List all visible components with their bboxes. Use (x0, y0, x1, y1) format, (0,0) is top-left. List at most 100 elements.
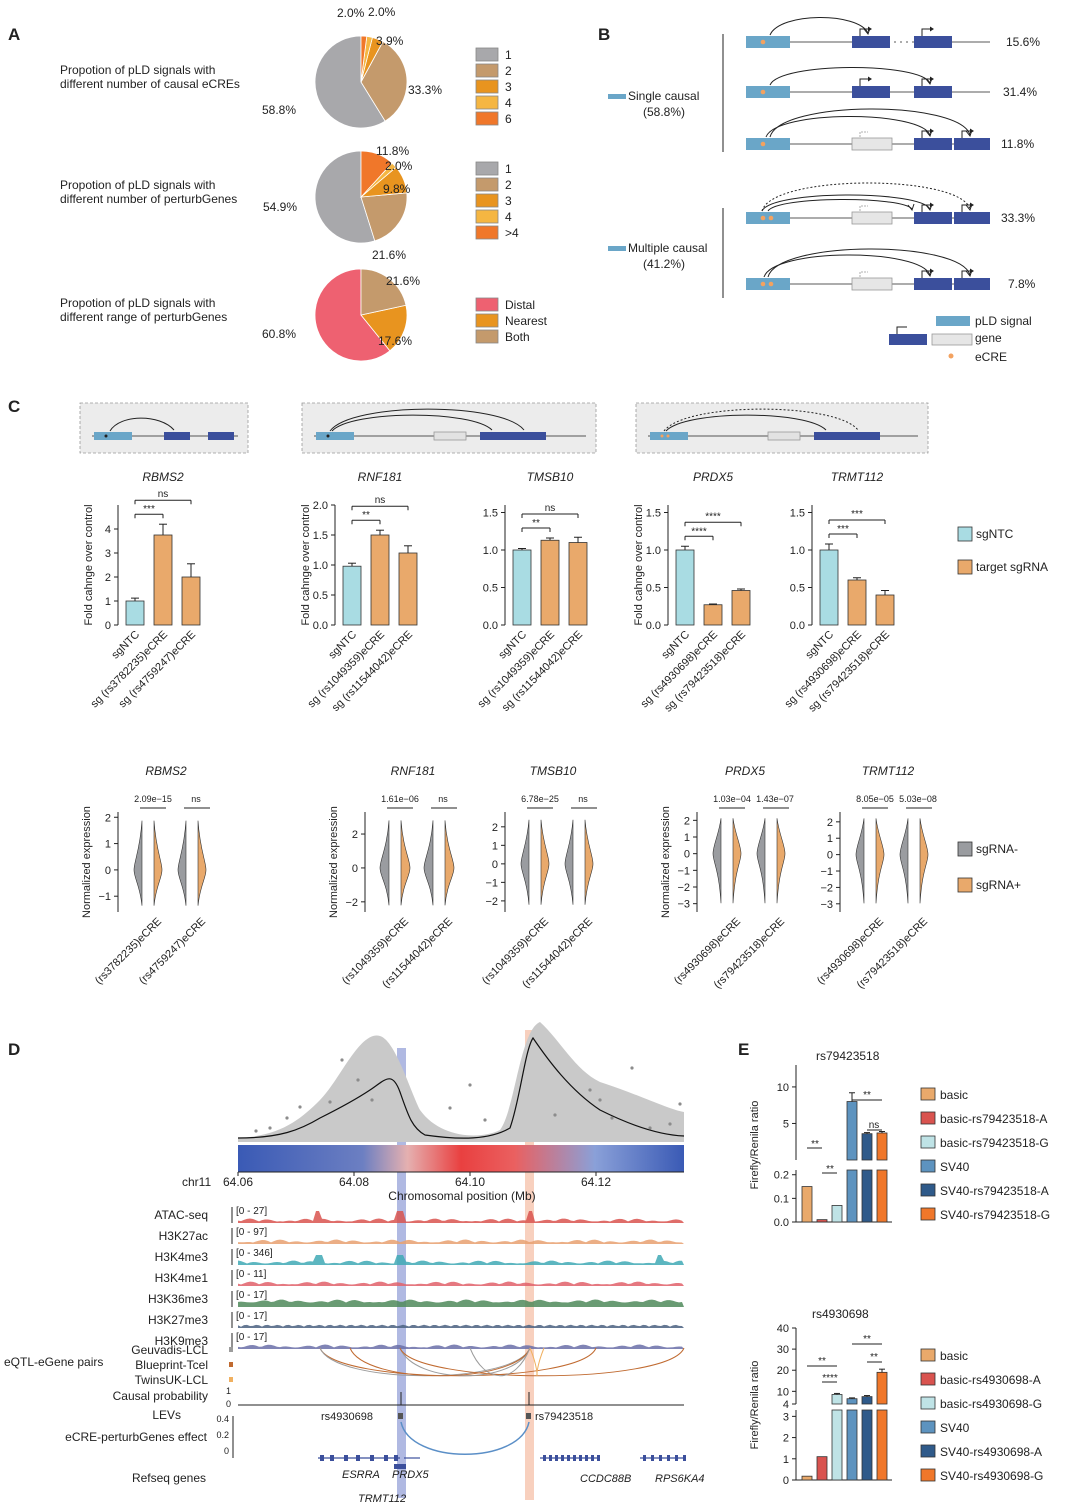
violin-y-tick-label: −2 (677, 882, 690, 894)
pie-slice-label: 2.0% (337, 6, 365, 20)
lucif-bar (801, 1475, 813, 1481)
association-point (268, 1126, 272, 1130)
lucif-bar (831, 1205, 843, 1223)
lucif-bar-lower (861, 1169, 873, 1223)
association-point (553, 1113, 557, 1117)
eqtl-arc (399, 1347, 685, 1377)
lucif-bar-upper (876, 1132, 888, 1161)
tss-arrowhead (930, 26, 934, 32)
arc-arrowhead (925, 269, 933, 278)
bar (398, 552, 418, 626)
axis-tick-label: 64.06 (223, 1175, 253, 1189)
legend-swatch (475, 209, 499, 224)
exon (675, 1455, 678, 1461)
schematic-pld-box (94, 432, 132, 440)
association-point (254, 1129, 258, 1133)
sig-label: ns (545, 503, 556, 514)
pld-signal-box (746, 138, 790, 150)
violin-pvalue: 8.05e−05 (856, 794, 894, 804)
pie-slice-label: 21.6% (386, 274, 420, 288)
bar-y-tick-label: 1 (105, 596, 111, 608)
sig-label: ** (863, 1090, 871, 1101)
legend-sgntc-label: sgNTC (976, 527, 1014, 541)
snp-label: rs79423518 (535, 1411, 593, 1423)
bar (181, 576, 201, 626)
association-curve (237, 1036, 685, 1139)
schematic-ecre-dot (326, 434, 330, 438)
schematic-ghost (433, 431, 467, 441)
violin-half (756, 818, 766, 904)
bar-chart-title: RBMS2 (142, 470, 184, 484)
lucif-legend-label: SV40-rs4930698-A (940, 1445, 1042, 1459)
violin-pvalue: ns (578, 794, 588, 804)
sig-label: ** (362, 510, 370, 521)
bar (731, 590, 751, 626)
violin-pvalue: 1.43e−07 (756, 794, 794, 804)
violin-half (875, 818, 885, 904)
gene-box (914, 278, 952, 290)
violin-y-tick-label: 1 (827, 833, 833, 845)
track-signal (238, 1344, 684, 1349)
bar-y-tick-label: 0 (105, 620, 111, 632)
panel-a: 58.8%33.3%3.9%2.0% 2.0%Propotion of pLD s… (60, 5, 548, 362)
legend-label: 3 (505, 80, 512, 94)
tss-arrow (859, 78, 870, 86)
legend-target-label: target sgRNA (976, 560, 1048, 574)
lucif-y-axis-label: Firefly/Renila ratio (749, 1101, 761, 1190)
violin-y-tick-label: −2 (820, 882, 833, 894)
track-name: H3K9me3 (155, 1334, 209, 1348)
chromosome-label: chr11 (182, 1175, 211, 1189)
track-signal (238, 1211, 684, 1223)
lucif-bar-lower (846, 1409, 858, 1481)
gene-box (914, 138, 952, 150)
gene-name: PRDX5 (392, 1469, 430, 1481)
association-point (610, 1116, 614, 1120)
bar-y-tick-label: 0.0 (646, 620, 661, 632)
lucif-legend-swatch (920, 1468, 936, 1482)
arc-arrowhead (965, 269, 973, 278)
legend-swatch (475, 79, 499, 94)
pie-slice-label: 33.3% (408, 83, 442, 97)
violin-half (423, 820, 434, 906)
violin-y-tick-label: 2 (105, 812, 111, 824)
legend-swatch (475, 329, 499, 344)
sig-label: *** (851, 509, 863, 520)
panel-letter-a: A (8, 25, 20, 44)
lucif-bar-upper (876, 1371, 888, 1405)
axis-tick-label: 64.12 (581, 1175, 611, 1189)
exon (384, 1455, 388, 1461)
panel-letter-c: C (8, 397, 20, 416)
association-point (678, 1102, 682, 1106)
lucif-bar-lower (846, 1169, 858, 1223)
pie-slice-label: 58.8% (262, 103, 296, 117)
panel-letter-e: E (738, 1040, 749, 1059)
track-name: ATAC-seq (154, 1208, 208, 1222)
axis-tick-label: 64.08 (339, 1175, 369, 1189)
sig-label: ** (818, 1356, 826, 1367)
bar-y-axis-label: Fold cahnge over control (300, 504, 312, 625)
row-percentage: 7.8% (1008, 277, 1036, 291)
lucif-tick-label: 0.1 (774, 1193, 789, 1205)
gene-box (954, 212, 990, 224)
pie-slice (314, 150, 376, 244)
bar (819, 549, 839, 626)
lucif-legend-swatch (920, 1348, 936, 1362)
violin-half (584, 819, 594, 905)
eqtl-source: Geuvadis-LCL (131, 1343, 208, 1357)
schematic-ecre-dot (666, 434, 670, 438)
legend-pld-swatch (936, 316, 970, 326)
legend-label: >4 (505, 226, 519, 240)
sig-label: ns (869, 1120, 880, 1131)
legend-label: Distal (505, 298, 535, 312)
lucif-tick-label: 1 (783, 1454, 789, 1466)
bar (540, 539, 560, 626)
eqtl-arc (319, 1347, 597, 1377)
gene-box (914, 86, 952, 98)
lev-marker (526, 1413, 531, 1419)
effect-label: eCRE-perturbGenes effect (65, 1430, 208, 1444)
tss-arrow (921, 270, 932, 278)
lucif-bar-upper (831, 1394, 843, 1405)
exon (356, 1455, 360, 1461)
bar-y-tick-label: 1.5 (313, 530, 328, 542)
pie-slice (314, 35, 386, 129)
